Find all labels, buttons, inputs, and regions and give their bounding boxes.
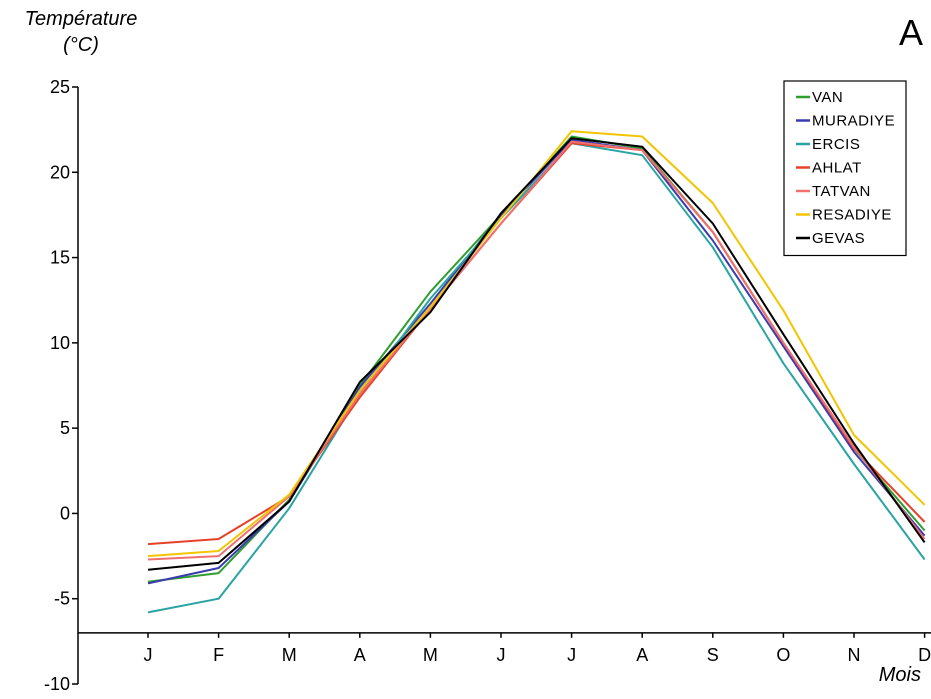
- legend: VAN MURADIYE ERCIS AHLAT TATVAN RESADIYE GEVAS: [783, 80, 907, 257]
- x-tick-label: J: [567, 645, 576, 665]
- y-tick-label: -10: [44, 674, 70, 694]
- y-tick-label: 15: [50, 248, 70, 268]
- legend-entry: TATVAN: [812, 183, 871, 200]
- series-line-ercis: [147, 142, 926, 614]
- x-tick-label: A: [354, 645, 366, 665]
- x-tick-label: M: [423, 645, 438, 665]
- y-tick-label: 5: [60, 418, 70, 438]
- y-tick-label: 10: [50, 333, 70, 353]
- y-axis-title-line-1: Température: [24, 8, 138, 30]
- y-tick-label: 20: [50, 162, 70, 182]
- series-line-tatvan: [147, 140, 926, 561]
- legend-entry: ERCIS: [812, 136, 860, 153]
- legend-entry: GEVAS: [812, 230, 865, 247]
- y-axis-title: Température (°C): [6, 6, 156, 58]
- axes: 25 20 15 10 5 0 -5 -10 J F M A M J J A S O N D: [44, 77, 931, 694]
- panel-label: A: [898, 12, 923, 53]
- series-line-gevas: [147, 137, 926, 571]
- series-layer: [147, 130, 926, 614]
- x-tick-label: M: [282, 645, 297, 665]
- x-tick-label: D: [918, 645, 931, 665]
- y-tick-label: 25: [50, 77, 70, 97]
- x-tick-label: N: [848, 645, 861, 665]
- legend-entry: VAN: [812, 89, 843, 106]
- y-axis-title-line-2: (°C): [63, 34, 99, 56]
- x-tick-label: A: [636, 645, 648, 665]
- legend-entry: MURADIYE: [812, 113, 895, 130]
- y-tick-label: 0: [60, 503, 70, 523]
- x-tick-label: J: [497, 645, 506, 665]
- x-axis-title: Mois: [878, 664, 921, 686]
- x-tick-label: J: [144, 645, 153, 665]
- x-tick-label: S: [707, 645, 719, 665]
- y-tick-label: -5: [54, 589, 70, 609]
- x-tick-label: O: [776, 645, 790, 665]
- legend-entry: AHLAT: [812, 160, 862, 177]
- x-tick-label: F: [213, 645, 224, 665]
- legend-entry: RESADIYE: [812, 207, 892, 224]
